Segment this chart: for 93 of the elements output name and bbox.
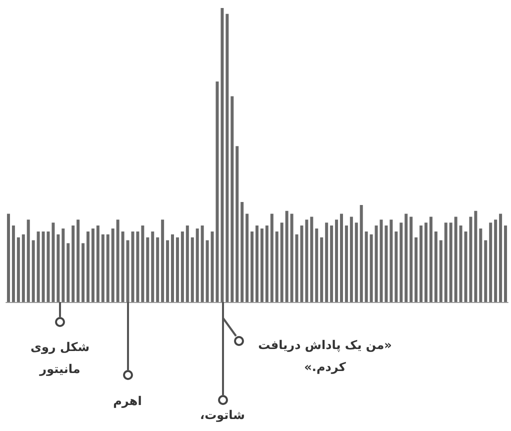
bar — [96, 226, 100, 302]
bar — [141, 226, 144, 302]
bar — [236, 146, 239, 302]
bar — [36, 231, 40, 302]
bar — [290, 214, 294, 302]
bar — [111, 228, 114, 302]
bar — [449, 222, 452, 302]
bar — [504, 226, 508, 302]
bar — [56, 234, 60, 302]
bar — [66, 243, 70, 302]
bar — [335, 220, 338, 302]
bar — [72, 226, 75, 302]
bar — [429, 216, 432, 302]
bar — [394, 231, 398, 302]
bar — [340, 214, 343, 302]
bar — [330, 226, 334, 302]
bar — [6, 214, 10, 302]
bar — [320, 237, 324, 302]
bar — [404, 214, 408, 302]
bar — [151, 231, 154, 302]
bar — [305, 220, 308, 302]
bar — [410, 216, 413, 302]
bar — [310, 216, 314, 302]
text: «من یک پاداش دریافت کردم.» — [257, 337, 393, 376]
bar — [315, 228, 318, 302]
bar — [190, 237, 194, 302]
bar — [260, 228, 264, 302]
bar — [454, 216, 458, 302]
bar — [12, 226, 15, 302]
bar — [26, 220, 30, 302]
bar — [121, 231, 124, 302]
bar — [400, 222, 403, 302]
bar — [499, 214, 502, 302]
bar — [240, 202, 244, 302]
bar — [424, 222, 428, 302]
bar — [220, 8, 224, 302]
bar — [136, 231, 140, 302]
bar — [275, 231, 278, 302]
bar — [196, 228, 199, 302]
bar — [484, 240, 488, 302]
bar — [230, 96, 234, 302]
bar — [374, 226, 378, 302]
bar — [116, 220, 120, 302]
bar — [354, 222, 358, 302]
bar — [250, 231, 254, 302]
bar — [390, 220, 393, 302]
bar — [180, 231, 184, 302]
bar — [280, 222, 284, 302]
bar — [171, 234, 174, 302]
text: شکل روی مانیتور — [29, 339, 91, 378]
bar — [106, 234, 110, 302]
bar — [186, 226, 189, 302]
bar — [474, 210, 478, 302]
bar — [206, 240, 209, 302]
bar — [176, 237, 179, 302]
bar — [16, 237, 20, 302]
bar — [62, 228, 65, 302]
bar — [161, 220, 164, 302]
bar — [146, 237, 150, 302]
bar — [32, 240, 35, 302]
bar — [86, 231, 90, 302]
bar — [256, 226, 258, 302]
bar — [434, 231, 438, 302]
text: شاتوت، — [199, 407, 246, 424]
bar — [22, 234, 25, 302]
bar — [91, 228, 94, 302]
bar — [444, 222, 448, 302]
bar — [364, 231, 368, 302]
bar — [360, 204, 363, 302]
bar — [166, 240, 170, 302]
bar — [200, 226, 204, 302]
bar — [82, 243, 85, 302]
bar — [420, 226, 423, 302]
bar — [285, 210, 288, 302]
bar — [246, 214, 249, 302]
bar — [265, 226, 268, 302]
bar — [459, 226, 462, 302]
bar — [156, 237, 160, 302]
bar — [494, 220, 498, 302]
bar — [439, 240, 442, 302]
bar — [101, 234, 104, 302]
bar — [226, 14, 229, 302]
bar — [325, 222, 328, 302]
bar — [479, 228, 482, 302]
bar — [76, 220, 80, 302]
bar — [52, 222, 55, 302]
bar — [489, 222, 492, 302]
bar — [370, 234, 373, 302]
bar — [344, 226, 348, 302]
bar — [270, 214, 274, 302]
bar — [414, 237, 418, 302]
bar — [350, 216, 353, 302]
text: اهرم — [112, 393, 143, 410]
